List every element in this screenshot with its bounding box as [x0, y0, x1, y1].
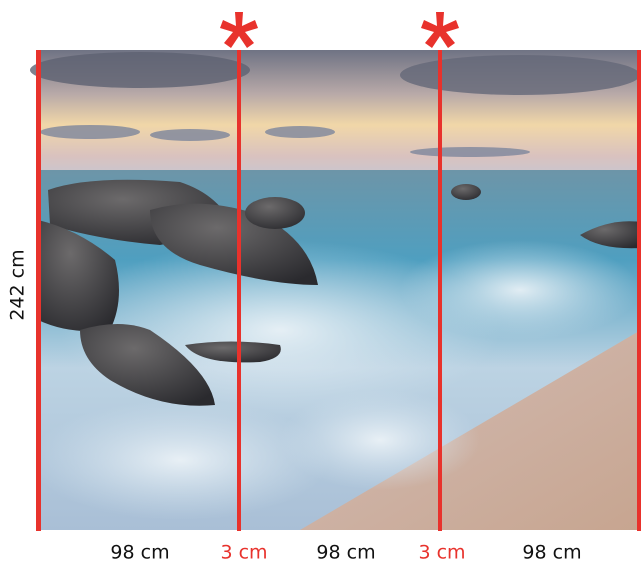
- photo: [30, 50, 641, 530]
- edge-line: [36, 50, 41, 531]
- overlap-label: 3 cm: [418, 542, 465, 564]
- width-label: 98 cm: [110, 542, 169, 564]
- asterisk: [220, 12, 258, 48]
- width-label: 98 cm: [316, 542, 375, 564]
- width-label: 98 cm: [522, 542, 581, 564]
- asterisks: [220, 12, 459, 48]
- edge-line: [637, 50, 641, 531]
- overlap-line: [438, 50, 442, 531]
- height-label: 242 cm: [7, 249, 29, 320]
- overlap-label: 3 cm: [220, 542, 267, 564]
- asterisk: [421, 12, 459, 48]
- mural-diagram: 242 cm 98 cm 3 cm 98 cm 3 cm 98 cm: [0, 0, 641, 564]
- overlap-line: [237, 50, 241, 531]
